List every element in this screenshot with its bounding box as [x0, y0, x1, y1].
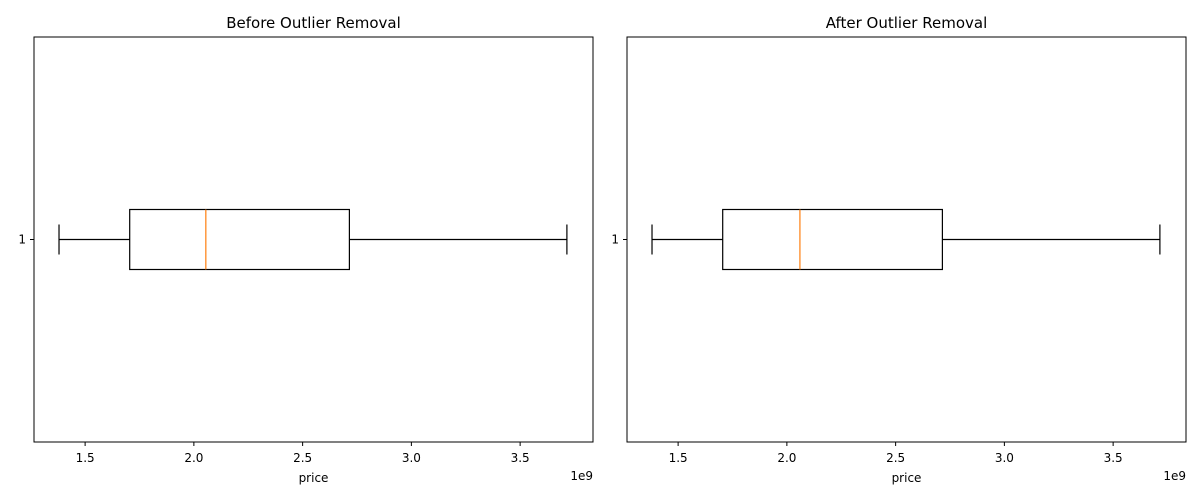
x-axis-label: price: [892, 471, 922, 485]
y-tick-label: 1: [18, 233, 26, 247]
x-tick-label: 2.5: [886, 451, 905, 465]
subplot-1: Before Outlier Removal 1.5 2.0 2.5 3.0 3.5 1 pr…: [18, 14, 594, 485]
x-tick-label: 3.0: [995, 451, 1014, 465]
x-tick-label: 1.5: [669, 451, 688, 465]
boxplot-1: [58, 208, 568, 271]
x-tick-label: 3.5: [511, 451, 530, 465]
subplot-title: After Outlier Removal: [826, 14, 987, 32]
subplot-2: After Outlier Removal 1.5 2.0 2.5 3.0 3.5 1 pri…: [611, 14, 1187, 485]
boxplot-1: [651, 208, 1161, 271]
x-tick-label: 1.5: [76, 451, 95, 465]
x-axis-offset-label: 1e9: [570, 469, 593, 483]
axes-frame: [626, 36, 1187, 443]
x-tick-label: 2.0: [184, 451, 203, 465]
x-tick-label: 2.0: [777, 451, 796, 465]
axes-frame: [33, 36, 594, 443]
x-axis-offset-label: 1e9: [1163, 469, 1186, 483]
box-iqr: [722, 208, 943, 271]
x-axis-label: price: [299, 471, 329, 485]
subplot-title: Before Outlier Removal: [226, 14, 401, 32]
y-tick-label: 1: [611, 233, 619, 247]
x-tick-label: 2.5: [293, 451, 312, 465]
x-tick-label: 3.5: [1104, 451, 1123, 465]
x-tick-label: 3.0: [402, 451, 421, 465]
box-iqr: [129, 208, 350, 271]
